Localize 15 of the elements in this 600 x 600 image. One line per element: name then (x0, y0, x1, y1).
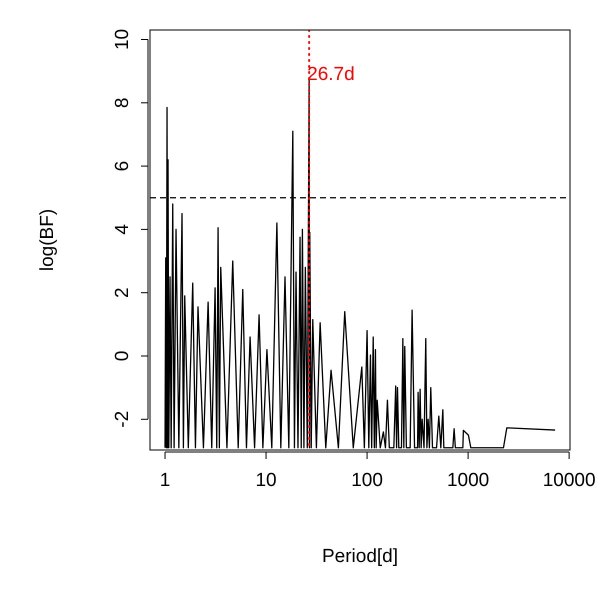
x-tick-label: 1 (160, 470, 170, 491)
y-tick-label: 2 (112, 287, 133, 298)
y-axis-title: log(BF) (37, 208, 58, 272)
y-tick-label: -2 (112, 410, 133, 428)
y-tick-label: 10 (112, 28, 133, 50)
x-tick-label: 10000 (542, 470, 596, 491)
y-tick-label: 6 (112, 160, 133, 172)
x-tick-label: 1000 (446, 470, 490, 491)
y-tick-label: 0 (112, 350, 133, 362)
ref-line-label: 26.7d (307, 64, 355, 85)
y-tick-label: 4 (112, 224, 133, 235)
x-axis-title: Period[d] (322, 546, 398, 567)
y-tick-label: 8 (112, 98, 133, 108)
x-tick-label: 100 (351, 470, 383, 491)
x-tick-label: 10 (255, 470, 277, 491)
